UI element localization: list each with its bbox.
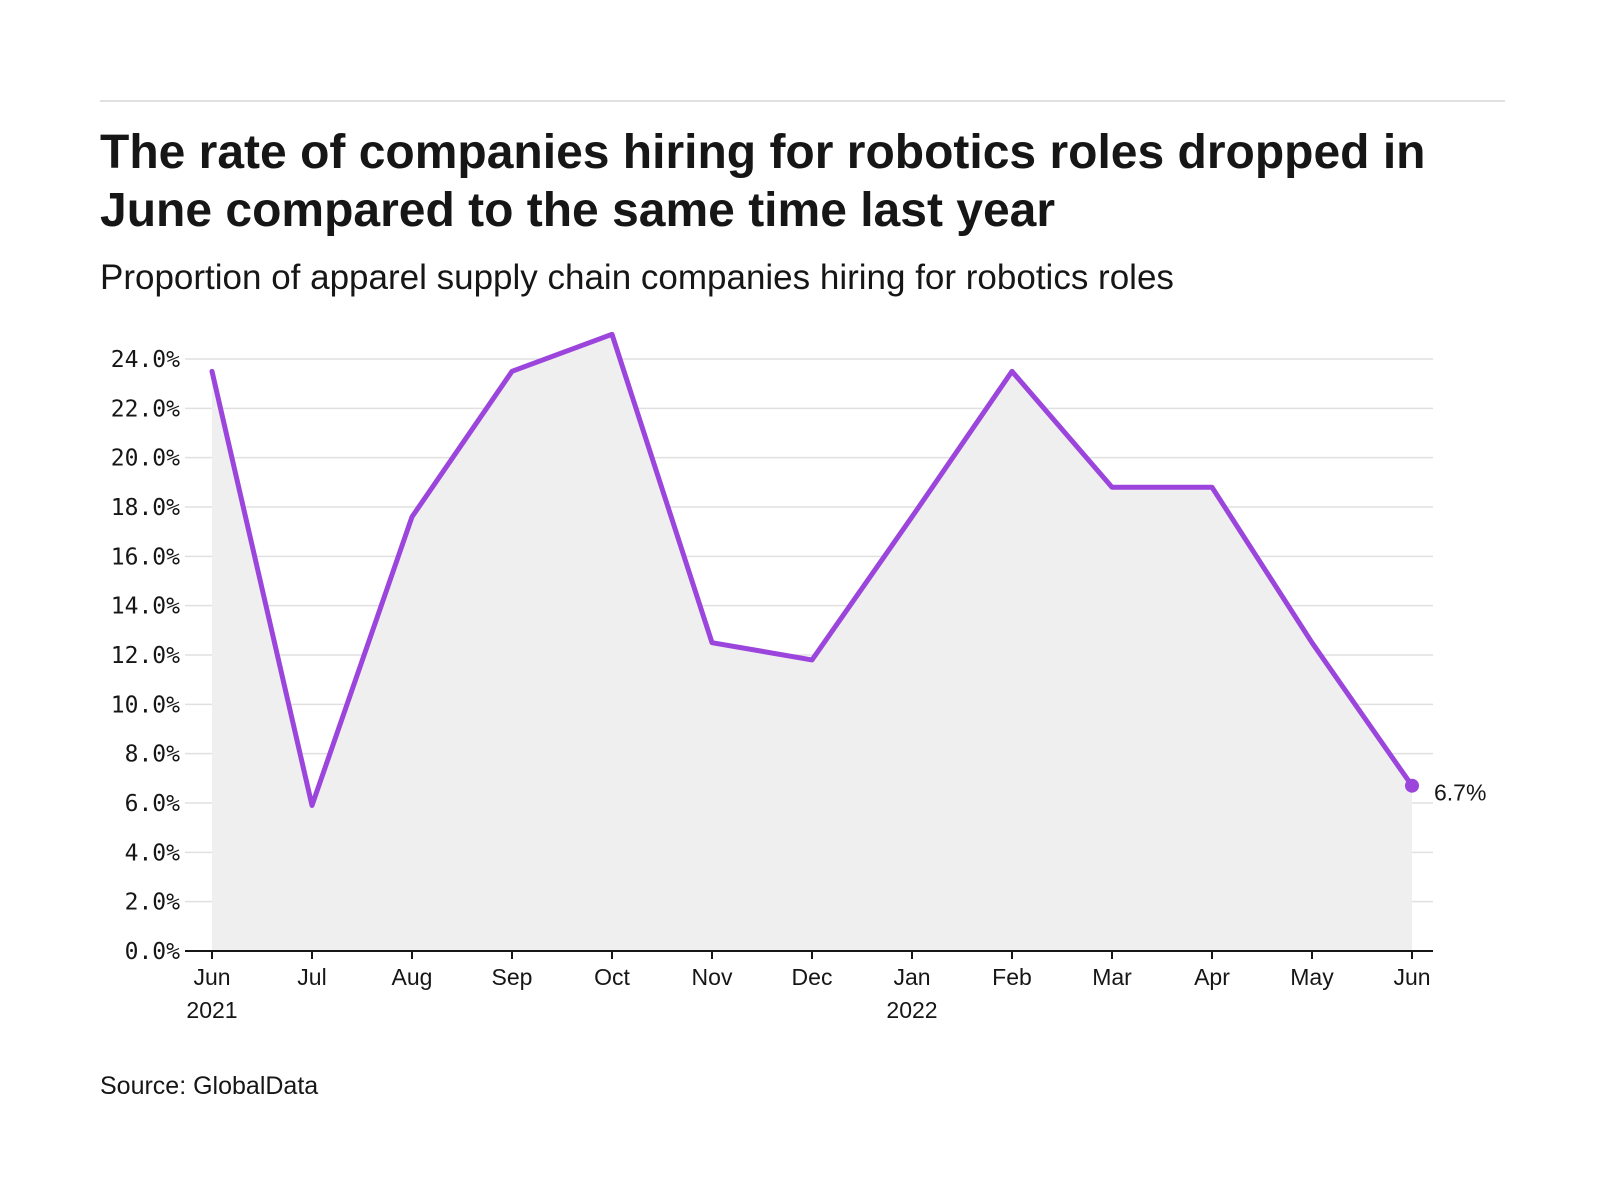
y-tick-label: 2.0%: [125, 890, 181, 916]
x-year-label: 2022: [886, 997, 937, 1023]
x-axis-ticks: Jun 2021 Jul Aug Sep Oct Nov Dec Jan 2022 Feb Mar Ap…: [186, 951, 1431, 1023]
series-line: [209, 331, 1415, 808]
y-tick-label: 14.0%: [111, 594, 180, 620]
top-rule: [100, 100, 1505, 102]
x-year-label: 2021: [186, 997, 237, 1023]
chart-subtitle: Proportion of apparel supply chain compa…: [100, 258, 1174, 297]
y-tick-label: 6.0%: [125, 791, 181, 817]
y-axis-ticks: 0.0% 2.0% 4.0% 6.0% 8.0% 10.0% 12.0% 14.0% 16.0%…: [111, 347, 180, 965]
line-layer: [209, 331, 1419, 808]
x-tick-label: Oct: [594, 964, 630, 990]
chart-title: The rate of companies hiring for robotic…: [100, 126, 1426, 237]
x-tick-label: Jan: [893, 964, 930, 990]
data-labels: 6.7%: [1434, 780, 1486, 806]
x-tick-label: May: [1290, 964, 1334, 990]
end-value-label: 6.7%: [1434, 780, 1486, 806]
area-layer: [212, 334, 1412, 951]
end-point-marker: [1405, 778, 1419, 793]
y-tick-label: 22.0%: [111, 396, 180, 422]
x-tick-label: Feb: [992, 964, 1032, 990]
y-tick-label: 24.0%: [111, 347, 180, 373]
y-tick-label: 18.0%: [111, 495, 180, 521]
y-tick-label: 12.0%: [111, 643, 180, 669]
x-tick-label: Nov: [692, 964, 733, 990]
source-note: Source: GlobalData: [100, 1072, 319, 1100]
x-tick-label: Aug: [392, 964, 433, 990]
series-area: [212, 334, 1412, 951]
x-tick-label: Mar: [1092, 964, 1132, 990]
y-tick-label: 4.0%: [125, 840, 181, 866]
y-tick-label: 16.0%: [111, 544, 180, 570]
y-tick-label: 20.0%: [111, 446, 180, 472]
x-tick-label: Apr: [1194, 964, 1230, 990]
y-tick-label: 8.0%: [125, 742, 181, 768]
y-tick-label: 0.0%: [125, 939, 181, 965]
x-tick-label: Jun: [1393, 964, 1430, 990]
x-tick-label: Sep: [492, 964, 533, 990]
x-tick-label: Jul: [297, 964, 326, 990]
y-tick-label: 10.0%: [111, 692, 180, 718]
x-tick-label: Dec: [792, 964, 833, 990]
x-tick-label: Jun: [193, 964, 230, 990]
